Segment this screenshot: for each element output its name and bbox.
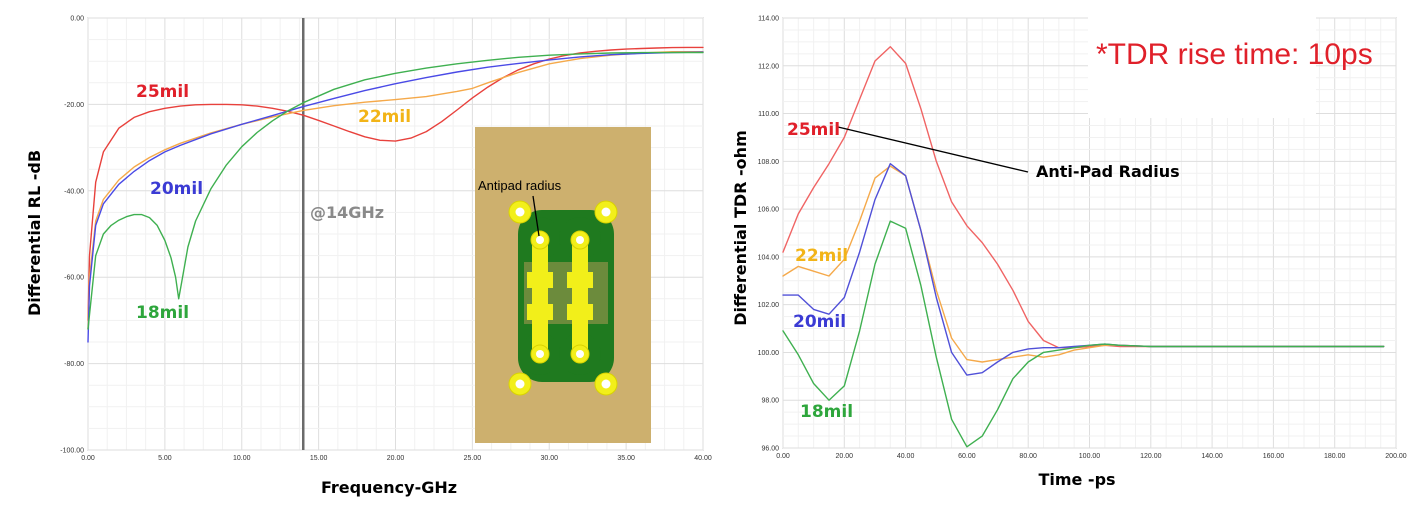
x-tick-label: 200.00 bbox=[1385, 453, 1407, 460]
x-tick-label: 180.00 bbox=[1324, 453, 1346, 460]
series-line-18mil bbox=[782, 220, 1385, 448]
tdr-series-label-18mil: 18mil bbox=[800, 402, 853, 422]
y-tick-label: 100.00 bbox=[758, 350, 780, 357]
y-tick-label: 104.00 bbox=[758, 254, 780, 261]
y-tick-label: -60.00 bbox=[64, 275, 84, 282]
rl-y-axis-label: Differential RL -dB bbox=[25, 150, 44, 316]
y-tick-label: 106.00 bbox=[758, 207, 780, 214]
y-tick-label: 110.00 bbox=[758, 111, 779, 118]
inset-label: Antipad radius bbox=[478, 178, 562, 193]
y-tick-label: -40.00 bbox=[64, 188, 84, 195]
tdr-grid bbox=[782, 17, 1397, 449]
series-line-22mil bbox=[87, 51, 704, 330]
anti-pad-radius-annotation: Anti-Pad Radius bbox=[1036, 162, 1180, 181]
x-tick-label: 0.00 bbox=[81, 455, 95, 462]
rl-series-lines bbox=[87, 46, 704, 343]
x-tick-label: 40.00 bbox=[694, 455, 712, 462]
y-tick-label: 0.00 bbox=[70, 16, 84, 23]
tdr-chart: 0.00 20.00 40.00 60.00 80.00 100.00 120.00 140.… bbox=[731, 16, 1407, 490]
rl-tick-labels: 0.00 5.00 10.00 15.00 20.00 25.00 30.00 35.00 40… bbox=[60, 16, 712, 463]
tdr-series-label-25mil: 25mil bbox=[787, 120, 840, 140]
y-tick-label: 108.00 bbox=[758, 159, 780, 166]
rl-grid bbox=[87, 17, 704, 451]
series-line-25mil bbox=[87, 46, 704, 322]
tdr-x-axis-label: Time -ps bbox=[1038, 470, 1115, 489]
x-tick-label: 30.00 bbox=[540, 455, 558, 462]
x-tick-label: 35.00 bbox=[617, 455, 635, 462]
y-tick-label: 98.00 bbox=[761, 398, 779, 405]
y-tick-label: 114.00 bbox=[758, 16, 779, 23]
y-tick-label: 96.00 bbox=[761, 446, 779, 453]
x-tick-label: 140.00 bbox=[1201, 453, 1223, 460]
tdr-series-lines bbox=[782, 46, 1385, 448]
x-tick-label: 160.00 bbox=[1263, 453, 1285, 460]
tdr-series-label-20mil: 20mil bbox=[793, 312, 846, 332]
x-tick-label: 10.00 bbox=[233, 455, 251, 462]
x-tick-label: 80.00 bbox=[1019, 453, 1037, 460]
rl-series-label-20mil: 20mil bbox=[150, 179, 203, 199]
y-tick-label: -20.00 bbox=[64, 102, 84, 109]
y-tick-label: 112.00 bbox=[758, 63, 779, 70]
rl-chart: 0.00 5.00 10.00 15.00 20.00 25.00 30.00 35.00 40… bbox=[25, 16, 712, 498]
x-tick-label: 5.00 bbox=[158, 455, 172, 462]
x-tick-label: 25.00 bbox=[464, 455, 482, 462]
series-line-20mil bbox=[87, 51, 704, 343]
x-tick-label: 40.00 bbox=[897, 453, 915, 460]
series-line-18mil bbox=[87, 51, 704, 330]
tdr-series-label-22mil: 22mil bbox=[795, 246, 848, 266]
tdr-title: *TDR rise time: 10ps bbox=[1096, 38, 1373, 71]
y-tick-label: 102.00 bbox=[758, 302, 780, 309]
anti-pad-pointer-line bbox=[837, 126, 1029, 173]
y-tick-label: -100.00 bbox=[60, 448, 84, 455]
x-tick-label: 20.00 bbox=[836, 453, 854, 460]
rl-series-label-22mil: 22mil bbox=[358, 107, 411, 127]
x-tick-label: 15.00 bbox=[310, 455, 328, 462]
tdr-tick-labels: 0.00 20.00 40.00 60.00 80.00 100.00 120.00 140.… bbox=[758, 16, 1407, 461]
x-tick-label: 120.00 bbox=[1140, 453, 1162, 460]
tdr-y-axis-label: Differential TDR -ohm bbox=[731, 130, 750, 325]
x-tick-label: 20.00 bbox=[387, 455, 405, 462]
x-tick-label: 60.00 bbox=[958, 453, 976, 460]
y-tick-label: -80.00 bbox=[64, 361, 84, 368]
antipad-inset-image: Antipad radius bbox=[475, 127, 651, 443]
x-tick-label: 100.00 bbox=[1079, 453, 1101, 460]
rl-x-axis-label: Frequency-GHz bbox=[321, 478, 457, 497]
rl-series-label-18mil: 18mil bbox=[136, 303, 189, 323]
tdr-title-box bbox=[1088, 16, 1316, 118]
x-tick-label: 0.00 bbox=[776, 453, 790, 460]
rl-series-label-25mil: 25mil bbox=[136, 82, 189, 102]
marker-14ghz-label: @14GHz bbox=[310, 203, 384, 222]
